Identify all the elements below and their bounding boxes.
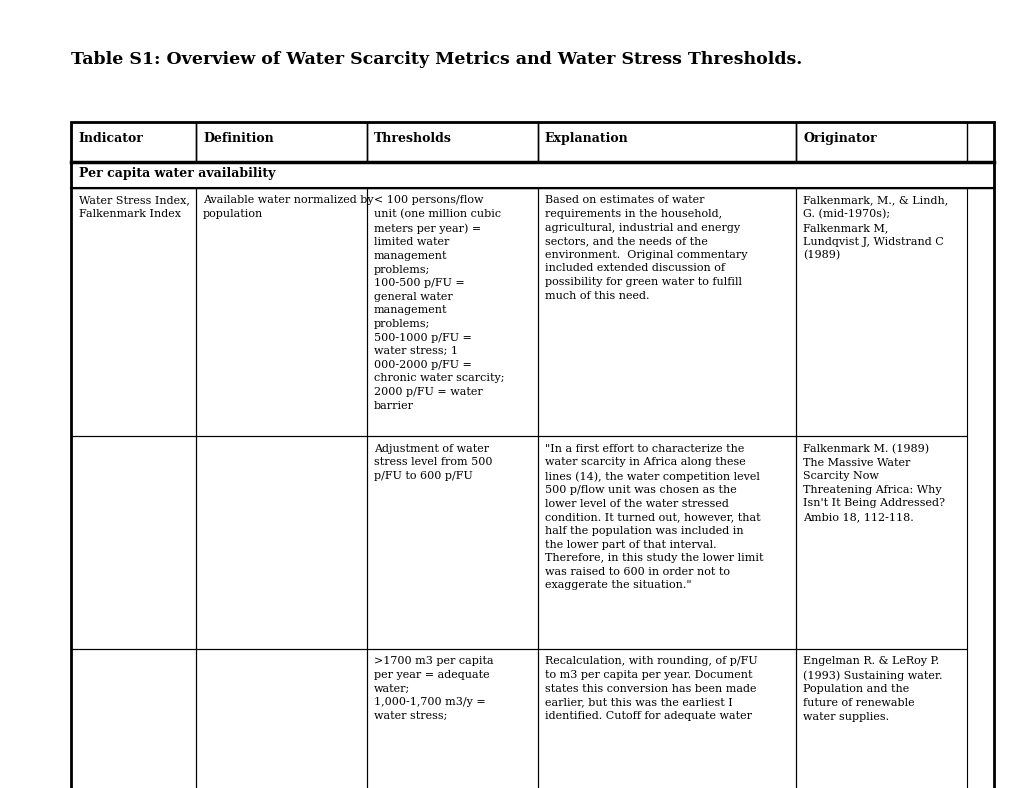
Text: Falkenmark M. (1989)
The Massive Water
Scarcity Now
Threatening Africa: Why
Isn': Falkenmark M. (1989) The Massive Water S… bbox=[802, 444, 945, 522]
Text: Based on estimates of water
requirements in the household,
agricultural, industr: Based on estimates of water requirements… bbox=[544, 195, 747, 301]
Bar bbox=[367, 649, 537, 788]
Text: Per capita water availability: Per capita water availability bbox=[78, 167, 275, 180]
Bar bbox=[71, 122, 196, 162]
Bar bbox=[537, 122, 795, 162]
Bar bbox=[537, 436, 795, 649]
Bar bbox=[196, 122, 367, 162]
Text: < 100 persons/flow
unit (one million cubic
meters per year) =
limited water
mana: < 100 persons/flow unit (one million cub… bbox=[374, 195, 504, 411]
Bar bbox=[795, 436, 966, 649]
Text: Indicator: Indicator bbox=[78, 132, 144, 144]
Bar bbox=[71, 436, 196, 649]
Bar bbox=[71, 188, 196, 436]
Bar bbox=[71, 162, 994, 188]
Bar bbox=[795, 122, 966, 162]
Text: Adjustment of water
stress level from 500
p/FU to 600 p/FU: Adjustment of water stress level from 50… bbox=[374, 444, 492, 481]
Text: Explanation: Explanation bbox=[544, 132, 628, 144]
Bar bbox=[537, 649, 795, 788]
Bar bbox=[196, 436, 367, 649]
Bar bbox=[71, 122, 994, 788]
Bar bbox=[196, 188, 367, 436]
Text: Falkenmark, M., & Lindh,
G. (mid-1970s);
Falkenmark M,
Lundqvist J, Widstrand C
: Falkenmark, M., & Lindh, G. (mid-1970s);… bbox=[802, 195, 948, 261]
Text: Originator: Originator bbox=[802, 132, 876, 144]
Text: "In a first effort to characterize the
water scarcity in Africa along these
line: "In a first effort to characterize the w… bbox=[544, 444, 762, 590]
Text: Available water normalized by
population: Available water normalized by population bbox=[203, 195, 373, 219]
Text: Table S1: Overview of Water Scarcity Metrics and Water Stress Thresholds.: Table S1: Overview of Water Scarcity Met… bbox=[71, 51, 802, 69]
Bar bbox=[71, 649, 196, 788]
Text: >1700 m3 per capita
per year = adequate
water;
1,000-1,700 m3/y =
water stress;: >1700 m3 per capita per year = adequate … bbox=[374, 656, 493, 721]
Bar bbox=[196, 649, 367, 788]
Bar bbox=[367, 122, 537, 162]
Bar bbox=[795, 188, 966, 436]
Text: Thresholds: Thresholds bbox=[374, 132, 451, 144]
Text: Engelman R. & LeRoy P.
(1993) Sustaining water.
Population and the
future of ren: Engelman R. & LeRoy P. (1993) Sustaining… bbox=[802, 656, 942, 722]
Bar bbox=[367, 436, 537, 649]
Text: Recalculation, with rounding, of p/FU
to m3 per capita per year. Document
states: Recalculation, with rounding, of p/FU to… bbox=[544, 656, 756, 721]
Bar bbox=[367, 188, 537, 436]
Text: Water Stress Index,
Falkenmark Index: Water Stress Index, Falkenmark Index bbox=[78, 195, 190, 219]
Bar bbox=[537, 188, 795, 436]
Text: Definition: Definition bbox=[203, 132, 274, 144]
Bar bbox=[795, 649, 966, 788]
